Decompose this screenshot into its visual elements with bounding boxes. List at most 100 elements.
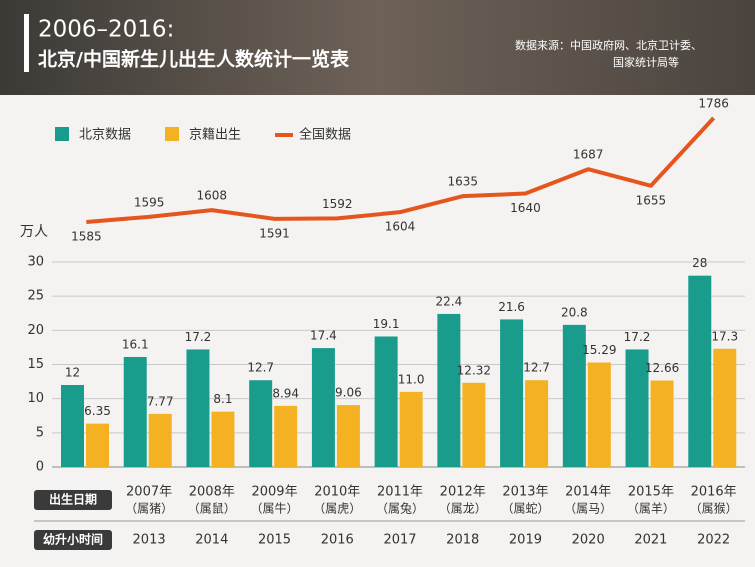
value-label: 1608 xyxy=(197,189,228,203)
value-label: 1640 xyxy=(510,201,541,215)
value-label: 17.4 xyxy=(310,329,337,343)
bar xyxy=(437,313,461,467)
value-label: 1592 xyxy=(322,197,353,211)
value-label: 21.6 xyxy=(498,300,525,314)
value-label: 1655 xyxy=(636,193,667,207)
value-label: 8.94 xyxy=(272,386,299,400)
legend-swatch xyxy=(55,127,69,141)
x-tick-note: （属鼠） xyxy=(188,502,236,516)
x-tick-note: （属龙） xyxy=(439,502,487,516)
y-tick-label: 0 xyxy=(36,460,44,475)
value-label: 1604 xyxy=(385,220,416,234)
value-label: 16.1 xyxy=(122,337,149,351)
value-label: 12.66 xyxy=(645,361,679,375)
row-label-bg xyxy=(34,490,112,510)
bar xyxy=(61,385,84,467)
value-label: 1687 xyxy=(573,148,604,162)
x-tick-note: （属马） xyxy=(564,502,612,516)
school-year: 2014 xyxy=(195,533,228,548)
school-year: 2017 xyxy=(383,533,416,548)
title-bar xyxy=(24,14,29,72)
bar xyxy=(650,380,674,467)
subtitle: 北京/中国新生儿出生人数统计一览表 xyxy=(38,48,350,71)
x-tick-label: 2014年 xyxy=(565,485,611,500)
value-label: 1635 xyxy=(447,175,478,189)
x-tick-note: （属兔） xyxy=(376,501,424,516)
school-year: 2015 xyxy=(258,533,291,548)
source: 数据来源：中国政府网、北京卫计委、 xyxy=(515,38,702,52)
bar xyxy=(399,391,423,467)
bar xyxy=(336,405,360,467)
value-label: 15.29 xyxy=(582,343,616,357)
bar xyxy=(500,319,524,467)
x-tick-label: 2012年 xyxy=(440,485,486,500)
value-label: 20.8 xyxy=(561,305,588,319)
y-tick-label: 10 xyxy=(27,391,44,406)
x-tick-label: 2016年 xyxy=(691,485,737,500)
y-tick-label: 30 xyxy=(27,255,44,270)
bar xyxy=(625,349,649,467)
legend-label: 全国数据 xyxy=(299,127,351,143)
school-year: 2021 xyxy=(634,533,667,548)
x-tick-note: （属蛇） xyxy=(501,501,549,516)
x-tick-label: 2008年 xyxy=(189,485,235,500)
bar xyxy=(562,324,586,467)
school-year: 2018 xyxy=(446,533,479,548)
x-tick-label: 2007年 xyxy=(126,485,172,500)
row-label-bg xyxy=(34,530,112,550)
bar xyxy=(587,362,611,467)
value-label: 8.1 xyxy=(213,392,232,406)
source: 国家统计局等 xyxy=(613,55,679,69)
y-tick-label: 15 xyxy=(27,357,44,372)
bar xyxy=(311,348,335,467)
bar xyxy=(713,348,737,467)
value-label: 12.7 xyxy=(523,361,550,375)
value-label: 28 xyxy=(692,256,707,270)
bar xyxy=(186,349,210,467)
school-year: 2013 xyxy=(133,533,166,548)
value-label: 17.3 xyxy=(711,329,738,343)
x-tick-note: （属猴） xyxy=(690,502,738,516)
bar xyxy=(211,411,235,467)
bar xyxy=(249,380,273,467)
bar xyxy=(123,356,147,467)
y-tick-label: 20 xyxy=(27,323,44,338)
value-label: 1591 xyxy=(259,226,290,240)
value-label: 1786 xyxy=(698,97,729,111)
x-tick-label: 2015年 xyxy=(628,485,674,500)
row-label: 幼升小时间 xyxy=(43,532,103,547)
legend-label: 京籍出生 xyxy=(189,127,241,143)
school-year: 2022 xyxy=(697,533,730,548)
x-tick-note: （属猪） xyxy=(125,502,173,516)
y-tick-label: 25 xyxy=(27,289,44,304)
x-tick-label: 2009年 xyxy=(251,485,297,500)
value-label: 6.35 xyxy=(84,404,111,418)
bar xyxy=(274,405,298,467)
bar xyxy=(86,423,109,467)
unit-label: 万人 xyxy=(20,224,48,240)
value-label: 9.06 xyxy=(335,386,362,400)
x-tick-note: （属牛） xyxy=(251,501,299,516)
value-label: 19.1 xyxy=(373,317,400,331)
legend-label: 北京数据 xyxy=(79,128,131,143)
value-label: 12 xyxy=(65,366,80,380)
bar xyxy=(462,382,486,467)
legend-swatch xyxy=(165,127,179,141)
x-tick-note: （属虎） xyxy=(313,502,361,516)
x-tick-note: （属羊） xyxy=(627,501,675,516)
line xyxy=(86,116,716,224)
value-label: 7.77 xyxy=(147,394,174,408)
value-label: 17.2 xyxy=(185,330,212,344)
y-tick-label: 5 xyxy=(36,425,44,440)
row-label: 出生日期 xyxy=(49,492,97,507)
title: 2006–2016: xyxy=(38,17,174,43)
bar xyxy=(148,413,172,467)
value-label: 11.0 xyxy=(398,372,425,386)
value-label: 12.7 xyxy=(247,361,274,375)
value-label: 1585 xyxy=(71,230,102,244)
value-label: 22.4 xyxy=(436,294,463,308)
value-label: 12.32 xyxy=(457,363,491,377)
header-background xyxy=(0,0,755,95)
